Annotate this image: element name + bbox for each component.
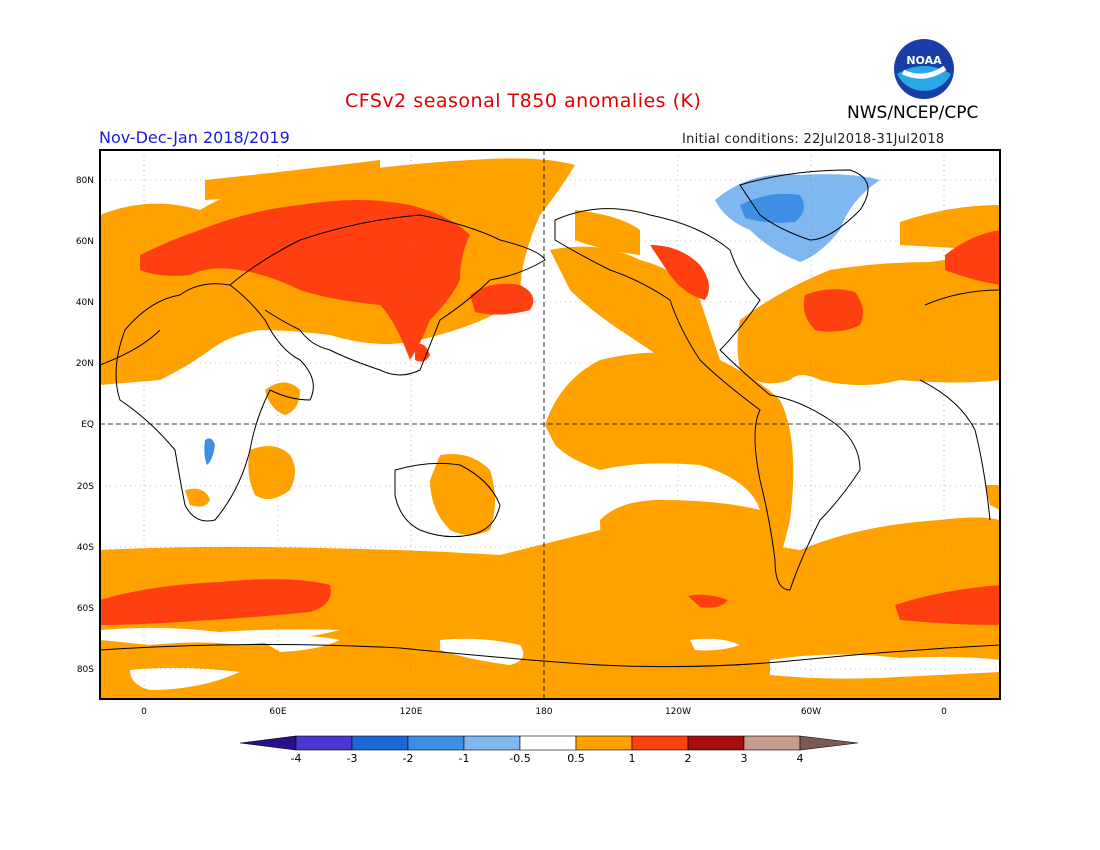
lon-label: 0 [141,707,147,717]
colorbar-tick-label: 4 [796,752,804,765]
forecast-period: Nov-Dec-Jan 2018/2019 [99,128,290,147]
lat-label: 80N [76,176,94,186]
colorbar-segment [295,735,353,751]
graticule [100,150,1000,699]
colorbar-segment [575,735,633,751]
lat-label: 20N [76,359,94,369]
lat-label: 60S [77,604,94,614]
colorbar-tick-label: -1 [458,752,470,765]
colorbar-segment [463,735,521,751]
lat-label: 40N [76,298,94,308]
reference-lines [100,150,1000,699]
colorbar-segment [351,735,409,751]
colorbar-arrow-low [239,735,297,751]
lon-label: 60E [269,707,286,717]
colorbar-segment [519,735,577,751]
colorbar-tick-label: -0.5 [509,752,531,765]
neutral-regions [100,627,1000,690]
map-title: CFSv2 seasonal T850 anomalies (K) [345,90,702,112]
colorbar-tick-label: 3 [740,752,748,765]
noaa-logo: NOAA [894,39,954,99]
colorbar-tick-label: 0.5 [567,752,585,765]
lon-label: 120W [665,707,691,717]
colorbar-arrow-high [799,735,859,751]
lon-label: 0 [941,707,947,717]
anomaly-blue-regions [204,174,880,465]
colorbar-tick-label: -4 [290,752,302,765]
lat-label: 40S [77,543,94,553]
logo-text: NOAA [906,54,942,67]
colorbar [239,735,859,751]
lat-label: 20S [77,482,94,492]
lat-label: EQ [81,420,94,430]
lon-label: 60W [801,707,821,717]
colorbar-tick-label: -2 [402,752,414,765]
colorbar-segment [743,735,801,751]
colorbar-tick-label: 2 [684,752,692,765]
lon-label: 120E [400,707,423,717]
latitude-labels: 80N 60N 40N 20N EQ 20S 40S 60S 80S [76,176,94,675]
coastlines [100,169,1000,668]
logo-gull [901,65,947,79]
lat-label: 80S [77,665,94,675]
anomaly-red-regions [100,200,1000,625]
lon-label: 180 [535,707,552,717]
lat-label: 60N [76,237,94,247]
longitude-labels: 0 60E 120E 180 120W 60W 0 [141,707,947,717]
colorbar-segment [407,735,465,751]
colorbar-tick-label: -3 [346,752,358,765]
map-plot-area [100,150,1000,699]
agency-label: NWS/NCEP/CPC [847,103,979,123]
colorbar-segment [631,735,689,751]
colorbar-segment [687,735,745,751]
initial-conditions: Initial conditions: 22Jul2018-31Jul2018 [682,132,945,147]
map-frame [99,149,1001,700]
colorbar-tick-label: 1 [628,752,636,765]
